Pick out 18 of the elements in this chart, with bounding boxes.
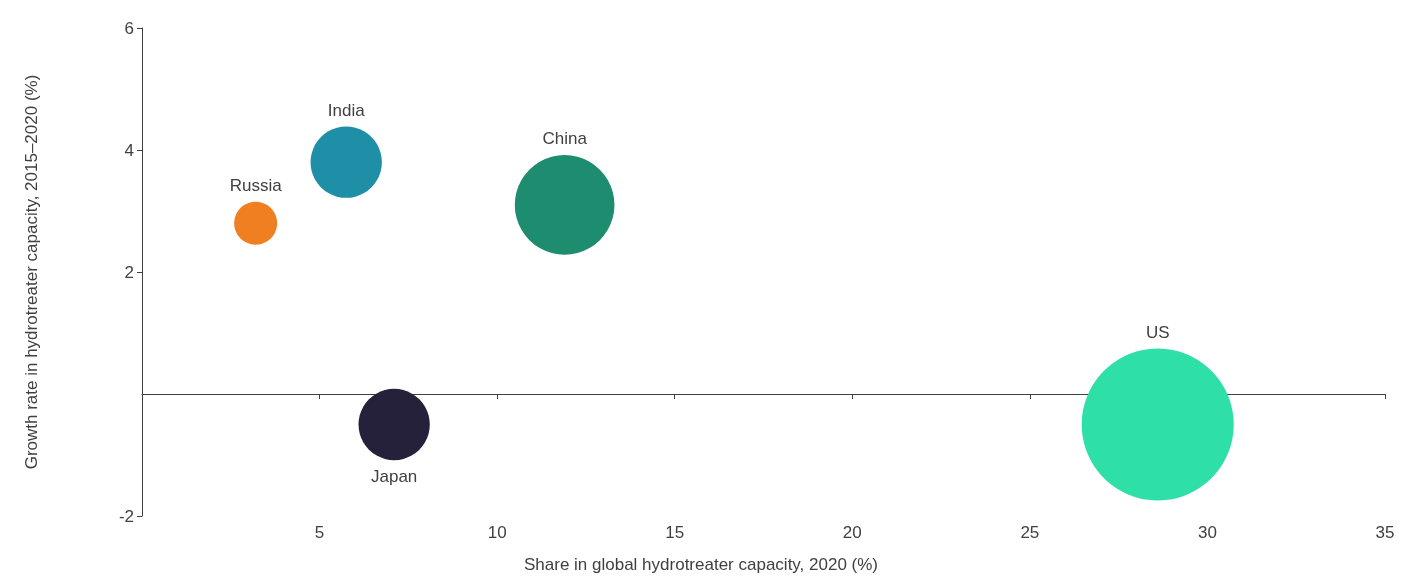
series-label: Japan [370,467,418,487]
series-label: India [327,100,366,120]
x-tick-label: 30 [1197,523,1217,542]
y-tick-label: -2 [118,506,134,526]
x-tick-label: 10 [487,523,507,542]
x-tick-label: 25 [1020,523,1040,542]
x-tick-label: 20 [842,523,862,542]
x-tick-label: 35 [1375,523,1395,542]
x-tick-label: 15 [665,523,685,542]
series-label: China [542,129,588,149]
y-axis-title: Growth rate in hydrotreater capacity, 2015–2020 (%) [21,74,41,470]
x-axis-title: Share in global hydrotreater capacity, 2020 (%) [523,555,879,574]
y-tick-label: 2 [124,262,134,282]
series-label: Russia [229,175,283,195]
series-label: US [1145,322,1170,342]
x-tick-label: 5 [314,523,325,542]
y-tick-label: 4 [124,140,134,160]
y-tick-label: 6 [124,18,134,38]
